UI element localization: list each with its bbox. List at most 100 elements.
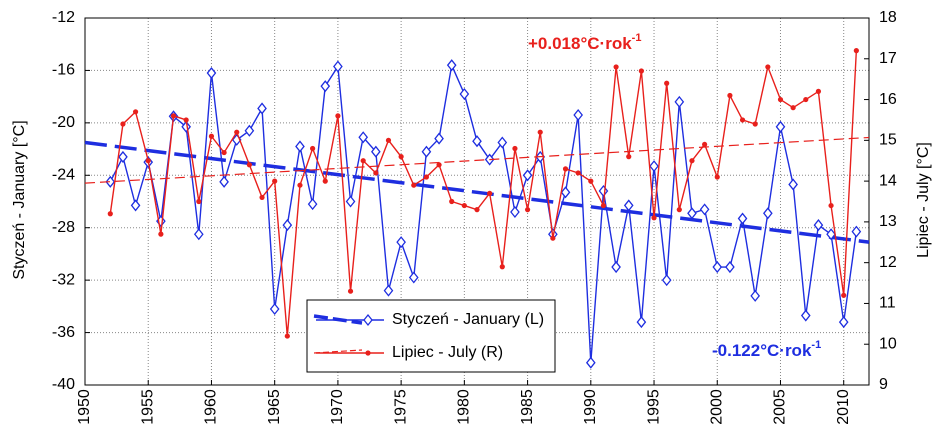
point	[259, 194, 265, 201]
point	[421, 145, 432, 158]
point	[472, 135, 482, 148]
y-tick-label: -16	[52, 62, 75, 79]
y2-tick-label: 15	[879, 132, 897, 149]
point	[371, 145, 381, 158]
point	[297, 182, 303, 188]
trend-line	[84, 136, 870, 184]
x-tick-label: 1955	[139, 389, 156, 425]
point	[449, 198, 455, 205]
point	[257, 102, 267, 115]
point	[335, 113, 341, 119]
y-tick-label: -28	[52, 219, 75, 236]
point	[208, 133, 215, 139]
point	[638, 68, 644, 74]
y2-tick-label: 16	[879, 91, 897, 108]
y2-tick-label: 13	[879, 213, 897, 230]
point	[727, 92, 733, 99]
point	[234, 129, 240, 135]
point	[613, 64, 619, 70]
x-tick-label: 1950	[76, 389, 93, 425]
legend-marker	[365, 350, 371, 356]
point	[244, 124, 255, 137]
point	[269, 302, 280, 316]
series-line	[109, 62, 858, 363]
x-tick-label: 1990	[582, 389, 599, 425]
annotation-sup: -1	[811, 339, 821, 351]
y2-tick-label: 18	[879, 9, 897, 26]
point	[183, 117, 189, 123]
x-tick-label: 1960	[203, 389, 220, 425]
legend-marker	[363, 313, 373, 327]
point	[803, 96, 809, 103]
point	[307, 198, 318, 211]
y-tick-label: -24	[52, 167, 75, 184]
point	[600, 202, 607, 209]
point	[623, 199, 634, 212]
point	[497, 136, 508, 149]
point	[560, 186, 571, 199]
point	[585, 356, 596, 369]
point	[815, 88, 822, 94]
point	[550, 235, 556, 241]
point	[626, 154, 632, 160]
point	[598, 184, 609, 198]
point	[636, 316, 647, 329]
point	[272, 178, 278, 184]
point	[689, 158, 695, 164]
point	[295, 140, 305, 153]
point	[588, 178, 594, 184]
point	[788, 178, 798, 191]
point	[739, 117, 746, 123]
point	[145, 158, 151, 164]
x-tick-label: 1985	[519, 389, 536, 425]
point	[487, 190, 493, 196]
point	[674, 95, 685, 108]
point	[310, 145, 316, 152]
y-tick-label: -32	[52, 271, 75, 288]
point	[358, 131, 369, 144]
point	[725, 260, 735, 274]
point	[282, 219, 293, 232]
point	[575, 170, 581, 176]
point	[664, 80, 670, 86]
annotation-sup: -1	[632, 32, 642, 44]
y-tick-label: -36	[52, 324, 75, 341]
y-tick-label: -12	[52, 9, 75, 26]
point	[246, 162, 252, 168]
point	[360, 158, 366, 164]
point	[562, 166, 569, 172]
point	[474, 207, 480, 213]
point	[396, 236, 406, 249]
point	[750, 289, 761, 302]
point	[105, 175, 116, 188]
point	[333, 60, 343, 73]
point	[752, 121, 758, 127]
y2-tick-label: 11	[879, 295, 896, 312]
point	[777, 96, 784, 103]
point	[813, 219, 824, 232]
point	[699, 203, 710, 216]
y-axis-label: Styczeń - January [°C]	[11, 120, 28, 279]
point	[676, 207, 682, 213]
point	[800, 309, 811, 322]
x-tick-label: 1995	[645, 389, 662, 425]
point	[385, 137, 392, 143]
point	[522, 169, 533, 182]
point	[763, 207, 773, 220]
series-line	[109, 50, 858, 337]
point	[219, 175, 229, 188]
legend-label: Lipiec - July (R)	[392, 344, 503, 361]
legend-line	[313, 349, 363, 354]
point	[373, 170, 379, 176]
point	[702, 141, 708, 148]
point	[853, 48, 859, 54]
plot-frame	[84, 17, 870, 386]
point	[826, 228, 836, 241]
point	[510, 205, 520, 219]
point	[193, 228, 204, 241]
annotation: -0.122°C·rok-1	[712, 339, 821, 361]
annotation-text: +0.018°C·rok	[528, 34, 632, 53]
x-tick-label: 1965	[266, 389, 283, 425]
y2-tick-label: 10	[879, 335, 897, 352]
